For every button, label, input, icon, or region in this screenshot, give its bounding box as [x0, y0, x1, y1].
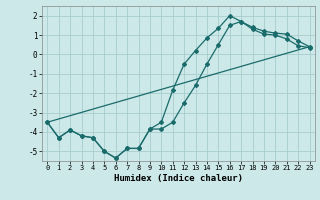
X-axis label: Humidex (Indice chaleur): Humidex (Indice chaleur): [114, 174, 243, 183]
